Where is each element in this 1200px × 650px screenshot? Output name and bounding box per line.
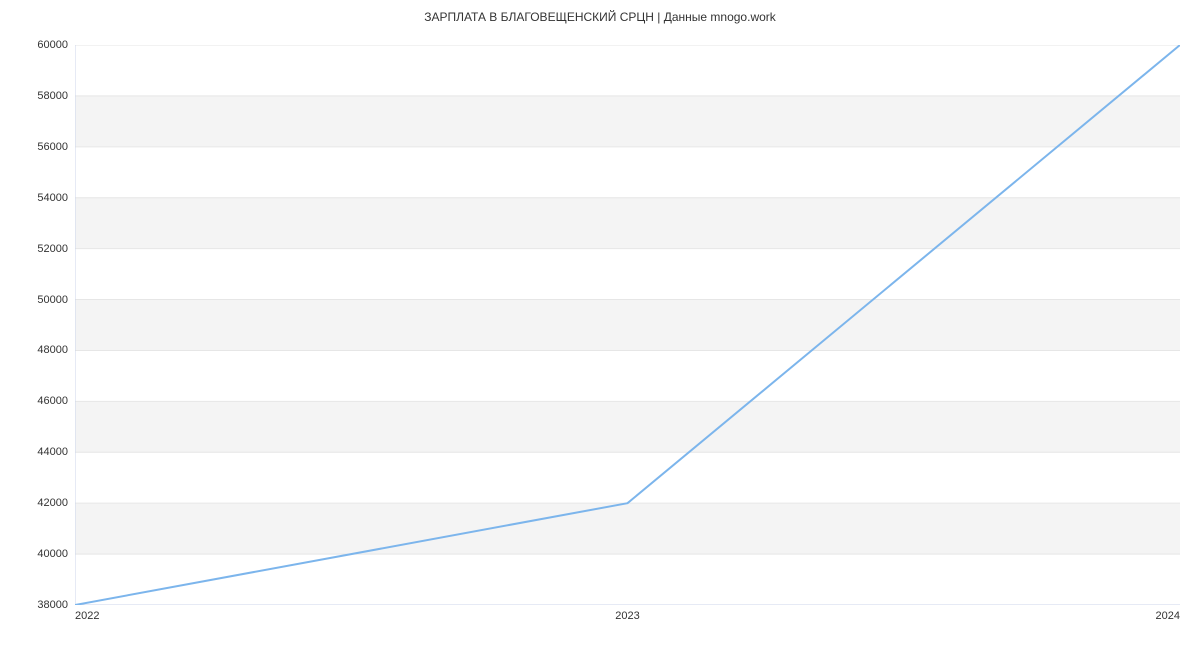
y-tick-label: 52000	[37, 243, 68, 255]
x-tick-label: 2023	[615, 610, 639, 622]
y-tick-label: 46000	[37, 395, 68, 407]
y-tick-label: 58000	[37, 90, 68, 102]
y-tick-label: 60000	[37, 39, 68, 51]
y-tick-label: 56000	[37, 141, 68, 153]
x-tick-label: 2024	[1156, 610, 1180, 622]
chart-svg	[75, 45, 1180, 605]
plot-area	[75, 45, 1180, 605]
y-tick-label: 54000	[37, 192, 68, 204]
chart-title: ЗАРПЛАТА В БЛАГОВЕЩЕНСКИЙ СРЦН | Данные …	[0, 10, 1200, 24]
y-tick-label: 38000	[37, 599, 68, 611]
x-tick-label: 2022	[75, 610, 99, 622]
y-tick-label: 44000	[37, 446, 68, 458]
y-tick-label: 42000	[37, 497, 68, 509]
y-tick-label: 40000	[37, 548, 68, 560]
y-tick-label: 48000	[37, 344, 68, 356]
y-tick-label: 50000	[37, 294, 68, 306]
salary-line-chart: ЗАРПЛАТА В БЛАГОВЕЩЕНСКИЙ СРЦН | Данные …	[0, 0, 1200, 650]
